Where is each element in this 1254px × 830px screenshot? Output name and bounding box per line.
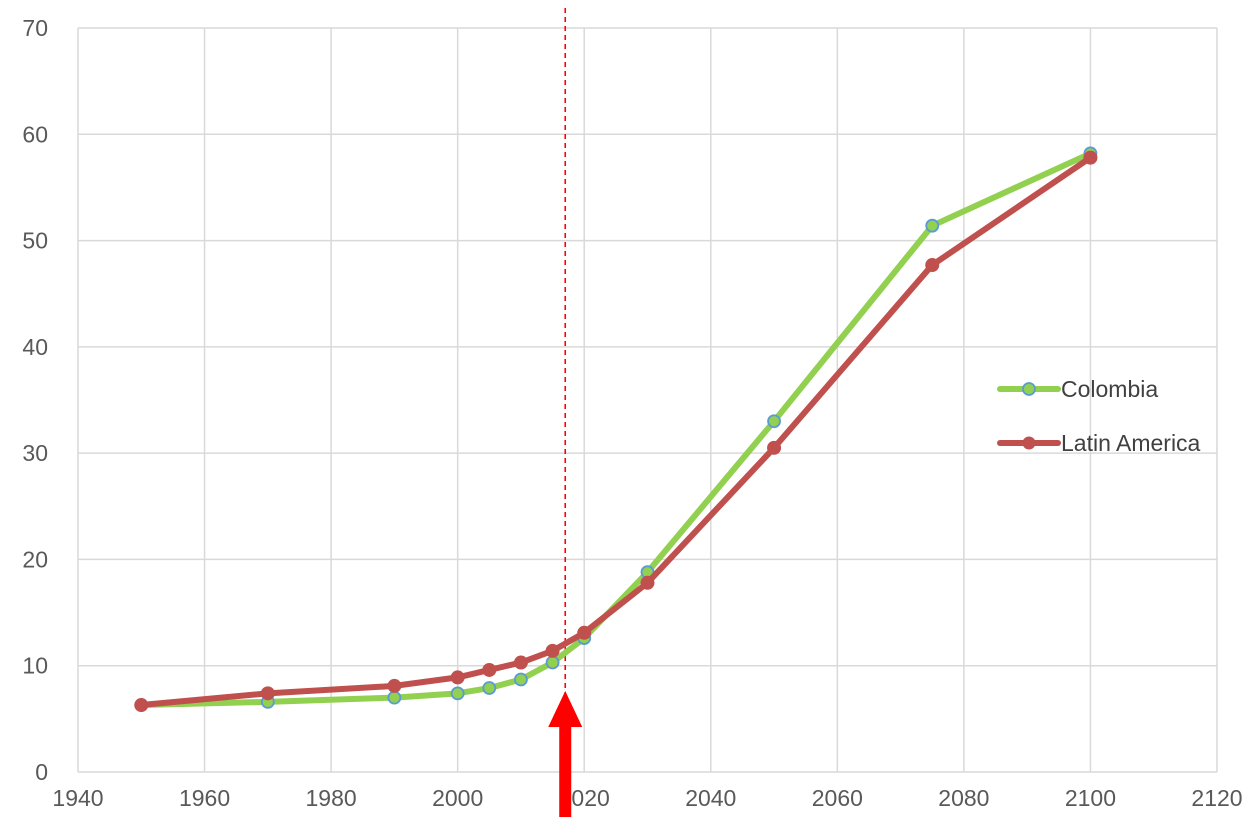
legend-item-latin-america: Latin America — [997, 430, 1201, 456]
grid — [77, 27, 1218, 773]
data-point — [925, 258, 940, 273]
legend-label: Latin America — [1061, 430, 1201, 456]
data-point — [482, 681, 497, 695]
arrow-head — [548, 691, 583, 727]
data-point — [450, 686, 465, 701]
series-group — [134, 146, 1098, 713]
series-line — [138, 150, 1094, 709]
data-point — [767, 414, 781, 429]
x-tick-label: 2100 — [1065, 785, 1116, 811]
series-colombia — [134, 146, 1098, 712]
data-point — [545, 655, 560, 670]
y-tick-label: 40 — [22, 334, 48, 360]
data-point — [767, 440, 782, 455]
x-tick-label: 2000 — [432, 785, 483, 811]
data-point — [925, 218, 940, 233]
y-tick-label: 70 — [22, 15, 48, 41]
x-tick-label: 2120 — [1191, 785, 1242, 811]
y-tick-label: 30 — [22, 440, 48, 466]
data-point — [513, 655, 528, 670]
series-line — [138, 154, 1094, 709]
x-tick-label: 2080 — [938, 785, 989, 811]
legend-label: Colombia — [1061, 376, 1158, 402]
data-point — [514, 672, 528, 687]
y-tick-label: 60 — [22, 121, 48, 147]
data-point — [387, 690, 402, 705]
series-latin-america — [134, 150, 1098, 713]
data-point — [577, 625, 592, 640]
data-point — [640, 575, 655, 590]
x-tick-label: 2040 — [685, 785, 736, 811]
data-point — [260, 686, 275, 701]
y-tick-label: 10 — [22, 653, 48, 679]
y-tick-label: 50 — [22, 228, 48, 254]
data-point — [387, 678, 402, 693]
legend-marker — [1022, 382, 1036, 396]
x-tick-label: 1980 — [306, 785, 357, 811]
legend: Colombia Latin America — [997, 376, 1201, 456]
y-tick-label: 20 — [22, 546, 48, 572]
x-tick-label: 2060 — [812, 785, 863, 811]
data-point — [545, 643, 560, 658]
x-tick-label: 1940 — [52, 785, 103, 811]
data-point — [134, 698, 149, 713]
arrow-shaft — [559, 722, 572, 817]
data-point — [482, 662, 497, 677]
data-point — [450, 670, 465, 685]
data-point — [1083, 150, 1098, 165]
legend-marker — [1022, 436, 1036, 450]
y-tick-label: 0 — [35, 759, 48, 785]
x-tick-label: 1960 — [179, 785, 230, 811]
legend-item-colombia: Colombia — [997, 376, 1158, 402]
arrow-annotation — [548, 691, 583, 817]
